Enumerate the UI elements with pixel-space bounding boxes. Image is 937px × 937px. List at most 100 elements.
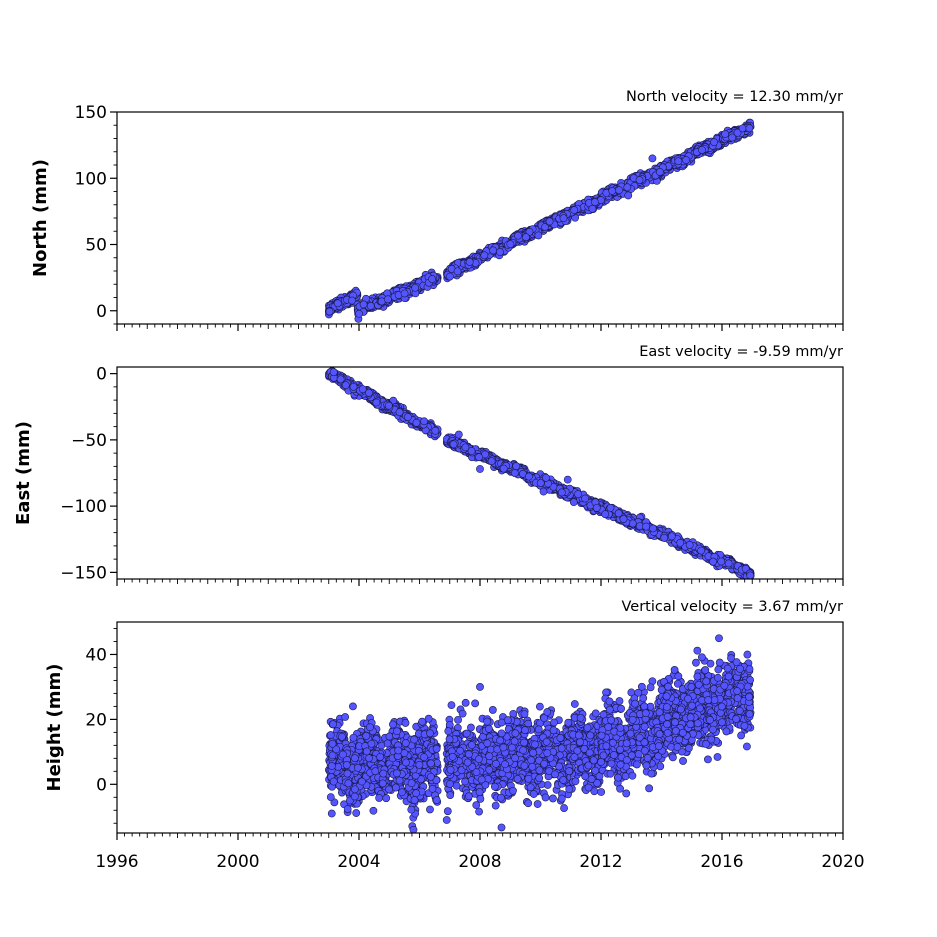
east-point — [412, 418, 421, 427]
north-point — [496, 248, 504, 256]
east-x-ticks — [116, 579, 844, 586]
east-point — [512, 462, 521, 471]
north-point — [325, 307, 334, 316]
north-point — [522, 233, 530, 242]
north-point — [615, 186, 623, 195]
east-point — [358, 385, 367, 394]
east-y-ticks: −150 −100 −50 0 — [60, 365, 117, 583]
north-point — [453, 267, 462, 276]
east-point — [676, 538, 685, 547]
east-y-tick-label: −150 — [60, 563, 107, 583]
east-point — [395, 408, 404, 417]
north-point — [445, 272, 454, 281]
east-point — [431, 426, 440, 435]
east-y-tick-label: −100 — [60, 497, 107, 517]
north-point — [333, 299, 342, 308]
north-point — [383, 295, 392, 304]
east-velocity-label: East velocity = -9.59 mm/yr — [639, 344, 843, 360]
north-x-ticks — [116, 324, 844, 331]
north-point — [559, 214, 568, 223]
north-point — [624, 191, 633, 200]
east-y-axis-label: East (mm) — [13, 421, 34, 525]
east-point — [349, 382, 358, 391]
east-point — [329, 368, 338, 377]
east-point — [717, 557, 726, 566]
east-point — [746, 571, 755, 579]
east-point — [574, 490, 582, 499]
east-point — [581, 494, 589, 503]
north-point — [400, 289, 409, 298]
north-point — [745, 124, 754, 133]
north-point — [489, 246, 498, 255]
east-point — [341, 381, 350, 390]
north-data-points — [324, 118, 755, 323]
east-y-tick-label: 0 — [96, 365, 107, 385]
north-point — [366, 302, 375, 310]
north-point — [674, 157, 683, 166]
north-point — [655, 168, 664, 176]
east-point — [709, 557, 717, 566]
north-point — [411, 283, 420, 292]
east-y-tick-label: −50 — [71, 431, 107, 451]
east-point — [461, 443, 470, 452]
north-y-axis-label: North (mm) — [30, 159, 51, 277]
east-point — [542, 473, 550, 482]
east-point — [476, 465, 484, 473]
east-point — [510, 469, 519, 477]
north-velocity-label: North velocity = 12.30 mm/yr — [626, 89, 843, 105]
north-point — [728, 133, 737, 142]
east-data-points — [324, 367, 755, 579]
north-point — [635, 176, 644, 184]
east-point — [697, 546, 705, 555]
north-point — [355, 309, 363, 318]
east-point — [467, 447, 476, 455]
north-point — [591, 198, 599, 206]
north-point — [682, 156, 691, 164]
east-point — [420, 417, 429, 426]
north-point — [545, 217, 554, 226]
east-point — [525, 472, 533, 481]
east-point — [619, 515, 628, 523]
north-point — [348, 296, 356, 305]
east-point — [499, 464, 508, 473]
east-point — [569, 498, 578, 507]
east-point — [536, 479, 545, 487]
north-point — [698, 146, 706, 154]
height-point — [352, 809, 361, 817]
east-point — [660, 533, 669, 542]
north-point — [710, 138, 718, 147]
east-point — [649, 524, 657, 533]
east-point — [606, 503, 615, 512]
east-point — [475, 453, 483, 462]
east-point — [403, 413, 412, 421]
north-point — [738, 124, 747, 133]
east-point — [667, 532, 676, 541]
north-point — [428, 275, 436, 283]
north-point — [721, 130, 730, 138]
east-point — [724, 559, 733, 568]
north-point — [359, 300, 368, 309]
north-y-tick-label: 100 — [75, 169, 107, 189]
north-point — [465, 258, 474, 266]
east-point — [685, 541, 694, 549]
east-point — [539, 487, 548, 496]
north-axes-frame — [116, 111, 844, 325]
north-point — [733, 128, 742, 137]
east-point — [642, 522, 650, 531]
north-point — [506, 240, 515, 249]
east-point — [628, 519, 637, 528]
east-point — [365, 388, 373, 397]
north-point — [541, 223, 549, 231]
north-point — [570, 206, 579, 214]
east-point — [372, 398, 381, 407]
north-y-tick-label: 50 — [85, 236, 107, 256]
east-point — [336, 375, 345, 384]
north-point — [648, 154, 657, 163]
east-point — [557, 488, 566, 497]
north-point — [534, 231, 543, 240]
east-panel: −150 −100 −50 0 East (mm) East velocity = -9.… — [13, 344, 844, 586]
